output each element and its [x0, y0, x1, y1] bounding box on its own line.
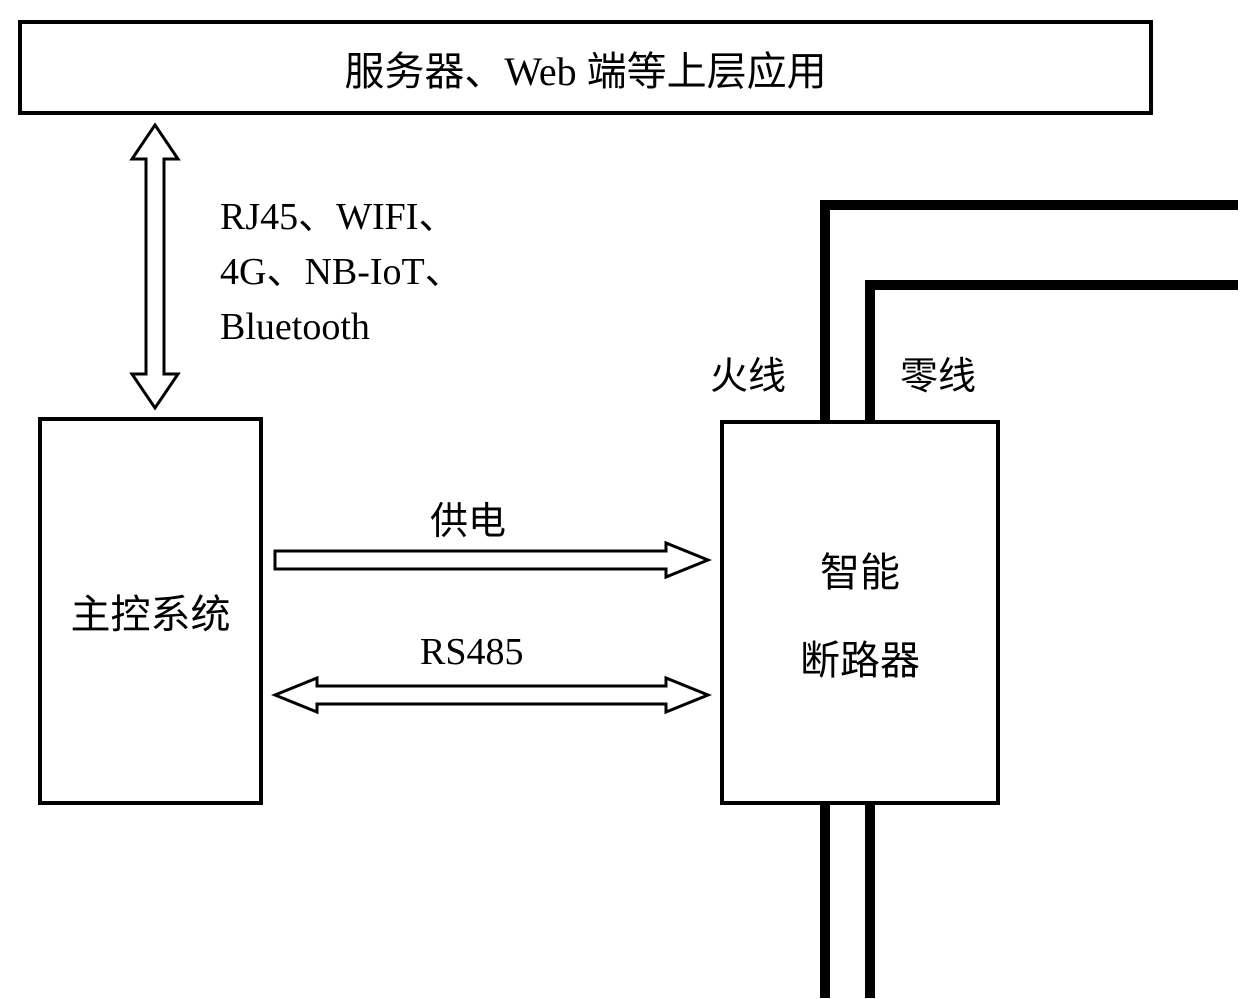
diagram-canvas: 服务器、Web 端等上层应用 主控系统 智能 断路器 RJ45、WIFI、 4G… [0, 0, 1240, 999]
protocols-label: RJ45、WIFI、 4G、NB-IoT、 Bluetooth [220, 190, 463, 355]
rs485-label: RS485 [420, 630, 523, 674]
smart-breaker-label-line1: 智能 [820, 540, 900, 598]
main-control-label: 主控系统 [71, 582, 231, 640]
power-label: 供电 [430, 490, 506, 545]
upper-app-box: 服务器、Web 端等上层应用 [18, 20, 1153, 115]
smart-breaker-label-line2: 断路器 [800, 628, 920, 686]
live-wire-label: 火线 [710, 345, 786, 400]
neutral-wire-label: 零线 [900, 345, 976, 400]
main-control-box: 主控系统 [38, 417, 263, 805]
smart-breaker-box: 智能 断路器 [720, 420, 1000, 805]
upper-app-label: 服务器、Web 端等上层应用 [344, 39, 826, 97]
